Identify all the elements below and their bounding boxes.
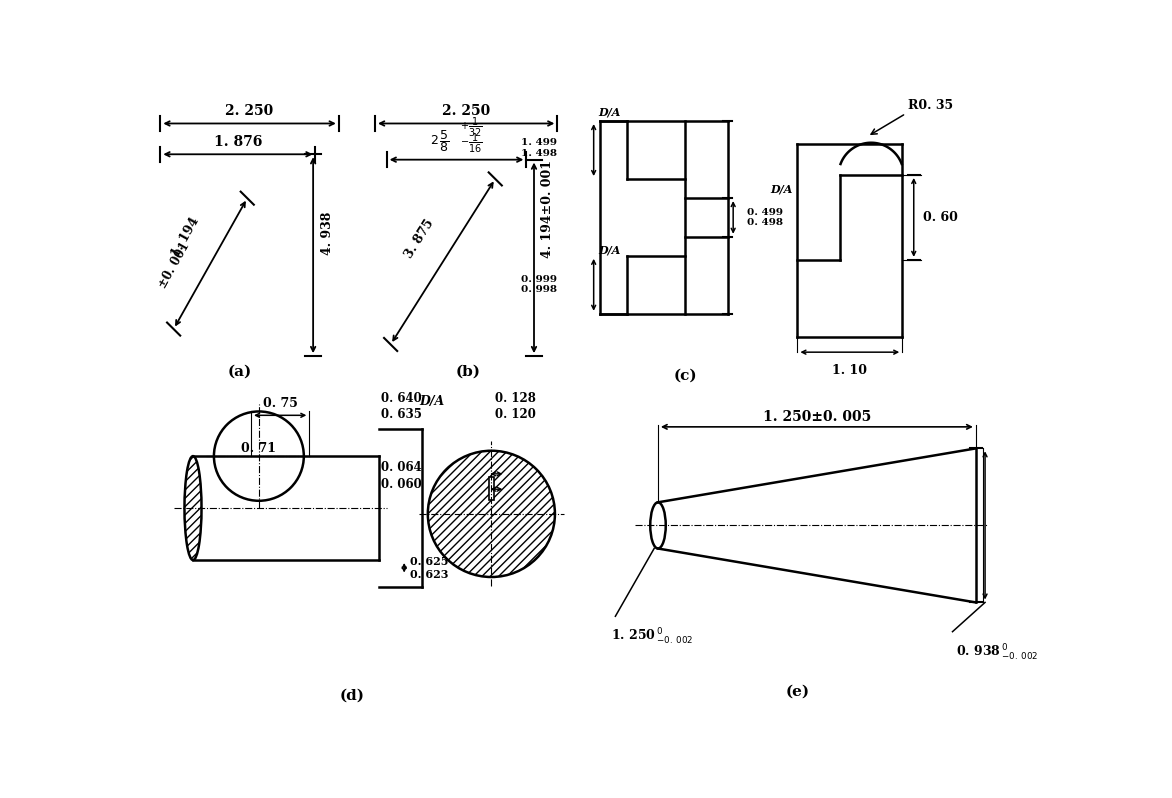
Text: D/A: D/A: [420, 394, 444, 408]
Text: 1. 10: 1. 10: [832, 364, 867, 377]
Text: 1. 499
1. 498: 1. 499 1. 498: [522, 138, 557, 158]
Text: $+\dfrac{1}{32}$: $+\dfrac{1}{32}$: [461, 116, 483, 139]
Text: 0. 75: 0. 75: [263, 397, 298, 410]
Text: (b): (b): [456, 365, 481, 379]
Text: 0. 120: 0. 120: [496, 409, 536, 421]
Text: (e): (e): [785, 685, 810, 699]
Text: 4. 938: 4. 938: [321, 211, 334, 255]
Text: 1. 250$\,^{0}_{-0.\,002}$: 1. 250$\,^{0}_{-0.\,002}$: [612, 627, 694, 647]
Text: D/A: D/A: [599, 106, 621, 117]
Text: 0. 71: 0. 71: [241, 441, 277, 455]
Text: 0. 064: 0. 064: [381, 460, 421, 474]
Circle shape: [428, 451, 554, 577]
Text: 2. 250: 2. 250: [442, 104, 490, 118]
Text: (a): (a): [227, 365, 252, 379]
Text: 3. 875: 3. 875: [403, 216, 437, 260]
Text: ±0. 001: ±0. 001: [156, 240, 192, 290]
Text: D/A: D/A: [599, 245, 621, 256]
Text: 0. 938$\,^{0}_{-0.\,002}$: 0. 938$\,^{0}_{-0.\,002}$: [956, 642, 1038, 662]
Text: 0. 999
0. 998: 0. 999 0. 998: [522, 275, 557, 294]
Text: 4. 194±0. 001: 4. 194±0. 001: [541, 160, 554, 258]
Ellipse shape: [184, 456, 202, 560]
Text: 1. 194: 1. 194: [169, 215, 202, 260]
Text: $2\,\dfrac{5}{8}$: $2\,\dfrac{5}{8}$: [430, 128, 450, 153]
Text: 0. 625
0. 623: 0. 625 0. 623: [410, 556, 449, 579]
Bar: [489, 477, 495, 500]
Text: R0. 35: R0. 35: [907, 99, 953, 112]
Text: 0. 060: 0. 060: [381, 478, 421, 491]
Text: 1. 250±0. 005: 1. 250±0. 005: [763, 410, 871, 424]
Text: (d): (d): [340, 689, 364, 702]
Text: 2. 250: 2. 250: [225, 104, 274, 118]
Text: $-\dfrac{1}{16}$: $-\dfrac{1}{16}$: [461, 132, 483, 155]
Text: 0. 499
0. 498: 0. 499 0. 498: [747, 207, 783, 227]
Text: 0. 640: 0. 640: [381, 392, 421, 405]
Text: 1. 876: 1. 876: [213, 135, 263, 149]
Text: (c): (c): [673, 369, 697, 383]
Text: 0. 635: 0. 635: [381, 409, 422, 421]
Text: D/A: D/A: [770, 184, 792, 195]
Text: 0. 128: 0. 128: [496, 392, 536, 405]
Text: 0. 60: 0. 60: [924, 211, 958, 224]
